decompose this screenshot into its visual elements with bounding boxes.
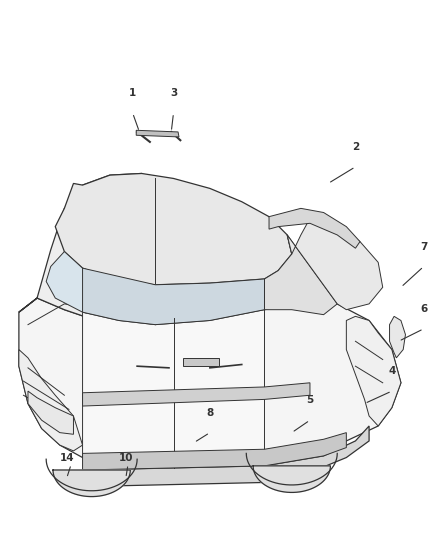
Text: 8: 8: [206, 408, 214, 418]
Text: 6: 6: [420, 304, 427, 314]
Polygon shape: [46, 252, 155, 325]
Text: 2: 2: [352, 142, 359, 152]
Text: 10: 10: [119, 454, 133, 463]
Polygon shape: [82, 383, 310, 406]
Text: 14: 14: [59, 454, 74, 463]
Polygon shape: [269, 208, 360, 248]
Polygon shape: [53, 470, 131, 497]
Polygon shape: [287, 219, 383, 310]
Polygon shape: [19, 173, 155, 325]
Polygon shape: [346, 317, 401, 426]
Text: 1: 1: [129, 88, 136, 98]
Polygon shape: [64, 426, 369, 487]
Polygon shape: [82, 433, 346, 470]
Text: 4: 4: [388, 366, 396, 376]
Polygon shape: [19, 350, 82, 451]
Polygon shape: [28, 391, 74, 434]
Polygon shape: [55, 173, 292, 285]
Polygon shape: [136, 130, 179, 137]
Polygon shape: [389, 317, 406, 358]
Polygon shape: [19, 298, 401, 467]
Polygon shape: [183, 358, 219, 366]
Polygon shape: [253, 466, 330, 492]
Polygon shape: [82, 310, 265, 470]
Text: 7: 7: [420, 241, 427, 252]
Polygon shape: [265, 235, 337, 314]
Text: 3: 3: [170, 88, 177, 98]
Text: 5: 5: [306, 395, 314, 405]
Polygon shape: [82, 268, 265, 325]
